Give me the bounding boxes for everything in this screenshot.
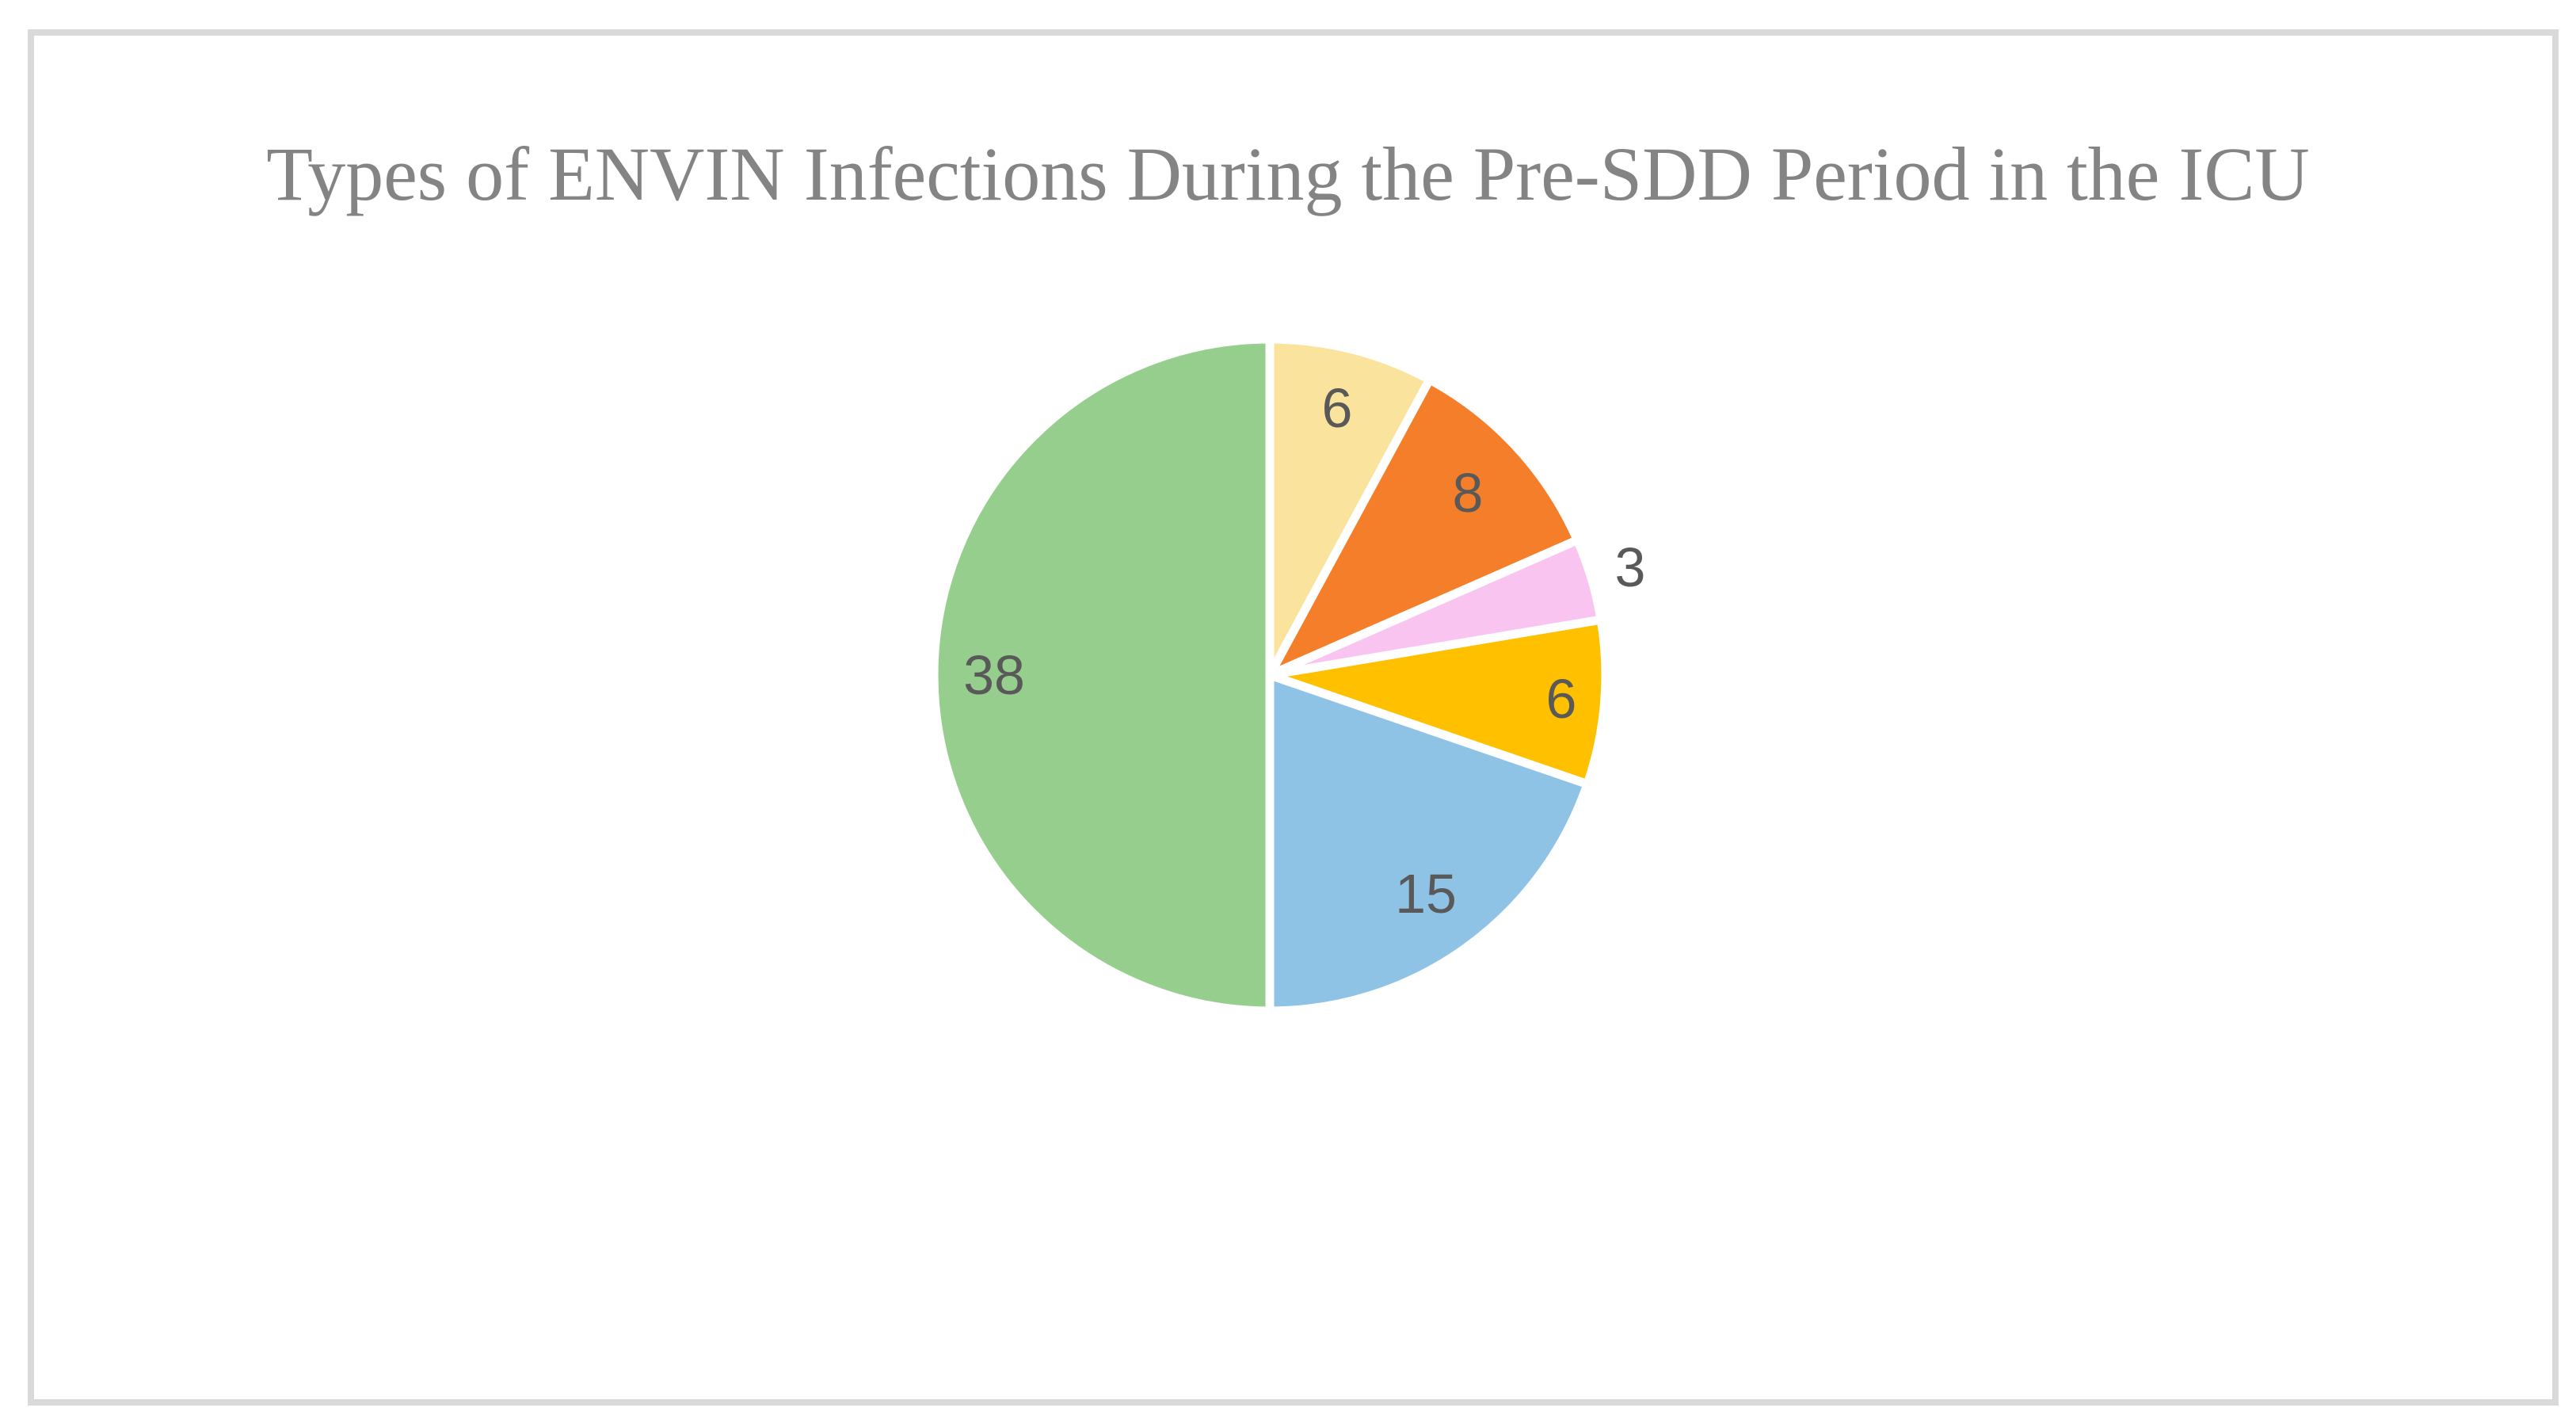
pie-data-label: 6	[1322, 377, 1353, 439]
pie-slice-6	[929, 334, 1275, 1016]
pie-slice-4	[1265, 615, 1610, 789]
pie-slice-2	[1265, 375, 1582, 680]
pie-slice-5	[1265, 670, 1592, 1016]
pie-slice-1	[1265, 334, 1435, 680]
pie-data-label-outside: 3	[1615, 536, 1646, 598]
pie-data-label: 38	[963, 644, 1025, 706]
chart-title: Types of ENVIN Infections During the Pre…	[266, 132, 2310, 216]
pie-data-label: 6	[1546, 668, 1577, 730]
pie-data-label: 8	[1453, 462, 1484, 524]
pie-data-label: 15	[1395, 863, 1457, 925]
